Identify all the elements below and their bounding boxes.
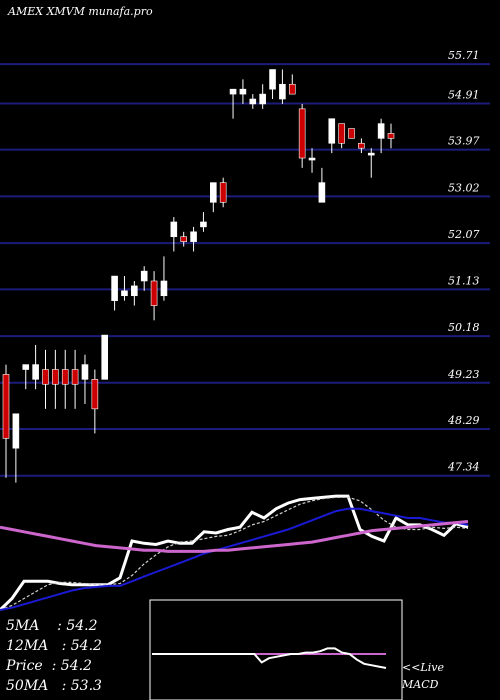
- candle-up: [200, 221, 207, 228]
- moving-average-layer: [0, 494, 469, 612]
- candle-up: [279, 83, 286, 100]
- candle-down: [91, 379, 99, 410]
- y-tick-label: 54.91: [448, 88, 480, 101]
- y-tick-label: 53.02: [448, 181, 480, 194]
- legend-entry: 50MA : 53.3: [6, 678, 102, 694]
- y-tick-label: 50.18: [448, 321, 480, 334]
- page-title: AMEX XMVM munafa.pro: [7, 5, 153, 18]
- y-tick-label: 49.23: [447, 368, 480, 381]
- candle-up: [32, 364, 39, 380]
- candle-down: [348, 128, 355, 139]
- candle-down: [219, 182, 227, 203]
- candle-down: [387, 133, 395, 139]
- ma-legend: 5MA : 54.2 12MA : 54.2 Price : 54.2 50MA : …: [5, 618, 102, 694]
- macd-layer: [152, 647, 387, 669]
- y-tick-label: 47.34: [447, 461, 480, 474]
- grid-layer: [0, 63, 490, 477]
- candle-down: [150, 280, 158, 306]
- y-tick-label: 48.29: [447, 414, 480, 427]
- candle-up: [328, 118, 336, 144]
- candle-down: [71, 369, 79, 385]
- candle-layer: [2, 69, 395, 483]
- macd-label-line2: MACD: [401, 678, 439, 691]
- ma-line-price: [0, 494, 469, 612]
- candle-up: [210, 182, 217, 203]
- candle-down: [288, 83, 296, 95]
- candle-up: [170, 221, 178, 238]
- macd-label-line1: <<Live: [402, 661, 444, 674]
- candle-up: [229, 88, 237, 95]
- y-tick-label: 51.13: [448, 274, 480, 287]
- y-tick-labels: 55.71 54.91 53.97 53.02 52.07 51.13 50.18 49.23…: [447, 49, 480, 474]
- candle-down: [2, 374, 10, 439]
- candle-up: [111, 275, 118, 301]
- ma-line-12ma: [0, 507, 469, 611]
- candle-up: [101, 334, 109, 380]
- y-tick-label: 52.07: [448, 228, 480, 241]
- candle-up: [12, 413, 20, 449]
- y-tick-label: 53.97: [448, 135, 480, 148]
- y-tick-label: 55.71: [448, 49, 480, 62]
- candle-down: [358, 142, 365, 149]
- ma-line-50ma: [0, 520, 469, 553]
- macd-line-macd: [152, 647, 387, 669]
- candle-up: [190, 231, 197, 242]
- legend-entry: 12MA : 54.2: [6, 638, 102, 654]
- candle-down: [42, 369, 49, 385]
- candle-up: [318, 182, 326, 203]
- candle-down: [52, 369, 59, 385]
- candle-up: [140, 270, 148, 282]
- candle-up: [160, 280, 168, 297]
- legend-entry: 5MA : 54.2: [6, 618, 98, 634]
- candle-up: [22, 364, 30, 370]
- candle-up: [259, 93, 266, 105]
- ma-line-5ma: [0, 496, 469, 611]
- candle-up: [131, 285, 138, 297]
- candle-up: [308, 157, 316, 161]
- candle-down: [180, 236, 187, 242]
- candle-down: [298, 108, 306, 159]
- macd-panel: [149, 599, 403, 700]
- candle-down: [61, 369, 69, 385]
- legend-entry: Price : 54.2: [5, 658, 92, 674]
- candle-up: [377, 123, 385, 139]
- candle-up: [121, 290, 128, 297]
- candle-up: [239, 88, 247, 95]
- candle-up: [269, 69, 276, 90]
- candle-up: [367, 152, 375, 156]
- candle-down: [338, 123, 345, 144]
- candle-up: [249, 98, 257, 105]
- candle-up: [81, 364, 89, 380]
